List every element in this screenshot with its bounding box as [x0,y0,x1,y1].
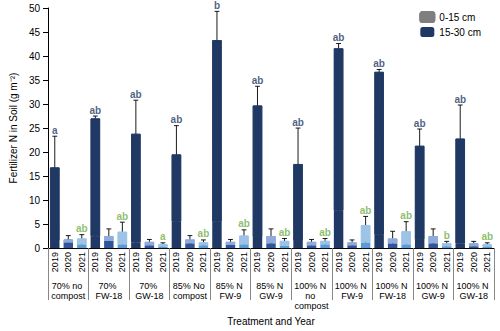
svg-text:2021: 2021 [320,252,330,272]
svg-text:a: a [52,125,58,136]
svg-text:2019: 2019 [212,252,222,272]
svg-text:15-30 cm: 15-30 cm [439,27,481,38]
svg-text:2020: 2020 [428,252,438,272]
svg-text:2021: 2021 [117,252,127,272]
svg-text:ab: ab [198,228,210,239]
svg-text:GW-18: GW-18 [135,291,163,301]
svg-text:FW-9: FW-9 [220,291,242,301]
svg-text:25: 25 [29,123,41,134]
svg-text:30: 30 [29,99,41,110]
svg-text:2019: 2019 [131,252,141,272]
svg-text:2019: 2019 [374,252,384,272]
svg-text:no: no [305,291,318,301]
svg-text:2021: 2021 [239,252,249,272]
svg-text:ab: ab [454,94,466,105]
svg-text:0-15 cm: 0-15 cm [439,12,475,23]
svg-text:FW-18: FW-18 [95,291,122,301]
svg-text:2020: 2020 [185,252,195,272]
svg-text:2021: 2021 [482,252,492,272]
svg-text:85% N: 85% N [256,281,286,291]
svg-text:70%: 70% [139,281,160,291]
svg-text:2021: 2021 [77,252,87,272]
svg-text:2021: 2021 [442,252,452,272]
svg-text:ab: ab [333,32,345,43]
svg-text:ab: ab [400,210,412,221]
svg-text:2019: 2019 [455,252,465,272]
svg-text:2020: 2020 [469,252,479,272]
svg-text:15: 15 [29,171,41,182]
svg-text:2019: 2019 [334,252,344,272]
svg-text:GW-9: GW-9 [259,291,282,301]
svg-text:2019: 2019 [90,252,100,272]
svg-text:GW-18: GW-18 [460,291,488,301]
svg-text:85% N: 85% N [216,281,246,291]
svg-text:2020: 2020 [347,252,357,272]
svg-text:ab: ab [481,231,493,242]
svg-text:2021: 2021 [280,252,290,272]
svg-text:ab: ab [292,117,304,128]
svg-text:ab: ab [238,218,250,229]
svg-text:ab: ab [130,89,142,100]
svg-text:2021: 2021 [198,252,208,272]
svg-text:20: 20 [29,147,41,158]
svg-text:Fertilizer N in Soil (g m⁻²): Fertilizer N in Soil (g m⁻²) [8,73,19,184]
svg-text:ab: ab [414,118,426,129]
svg-text:ab: ab [373,58,385,69]
svg-text:ab: ab [117,211,129,222]
svg-text:40: 40 [29,51,41,62]
svg-text:2020: 2020 [266,252,276,272]
svg-text:FW-9: FW-9 [341,291,363,301]
svg-text:compost: compost [295,301,330,311]
svg-text:2020: 2020 [104,252,114,272]
svg-text:2019: 2019 [171,252,181,272]
svg-text:ab: ab [76,223,88,234]
svg-text:ab: ab [252,75,264,86]
svg-text:100% N: 100% N [375,281,410,291]
svg-text:2020: 2020 [63,252,73,272]
svg-text:b: b [214,0,220,11]
svg-text:a: a [160,231,166,242]
svg-text:compost: compost [173,291,208,301]
svg-text:35: 35 [29,75,41,86]
svg-text:b: b [444,230,450,241]
svg-text:FW-18: FW-18 [379,291,406,301]
svg-text:2019: 2019 [50,252,60,272]
svg-text:2020: 2020 [388,252,398,272]
svg-text:100% N: 100% N [416,281,451,291]
svg-text:70% no: 70% no [52,281,85,291]
svg-text:70%: 70% [99,281,120,291]
svg-text:ab: ab [171,114,183,125]
svg-text:100% N: 100% N [335,281,370,291]
svg-text:100% N: 100% N [294,281,329,291]
svg-text:85% No: 85% No [173,281,208,291]
svg-text:2020: 2020 [307,252,317,272]
svg-text:2021: 2021 [361,252,371,272]
svg-text:GW-9: GW-9 [422,291,445,301]
svg-text:2021: 2021 [401,252,411,272]
svg-text:5: 5 [34,219,40,230]
svg-text:50: 50 [29,3,41,14]
svg-text:ab: ab [89,105,101,116]
svg-text:2019: 2019 [415,252,425,272]
svg-text:Treatment and Year: Treatment and Year [227,316,315,327]
svg-text:10: 10 [29,195,41,206]
svg-text:ab: ab [279,227,291,238]
svg-text:45: 45 [29,27,41,38]
svg-text:ab: ab [360,205,372,216]
svg-text:ab: ab [319,227,331,238]
svg-text:2020: 2020 [144,252,154,272]
svg-text:compost: compost [51,291,86,301]
svg-text:0: 0 [34,243,40,254]
svg-text:2019: 2019 [293,252,303,272]
svg-text:2020: 2020 [225,252,235,272]
svg-text:2019: 2019 [252,252,262,272]
svg-text:2021: 2021 [158,252,168,272]
svg-text:100% N: 100% N [456,281,491,291]
